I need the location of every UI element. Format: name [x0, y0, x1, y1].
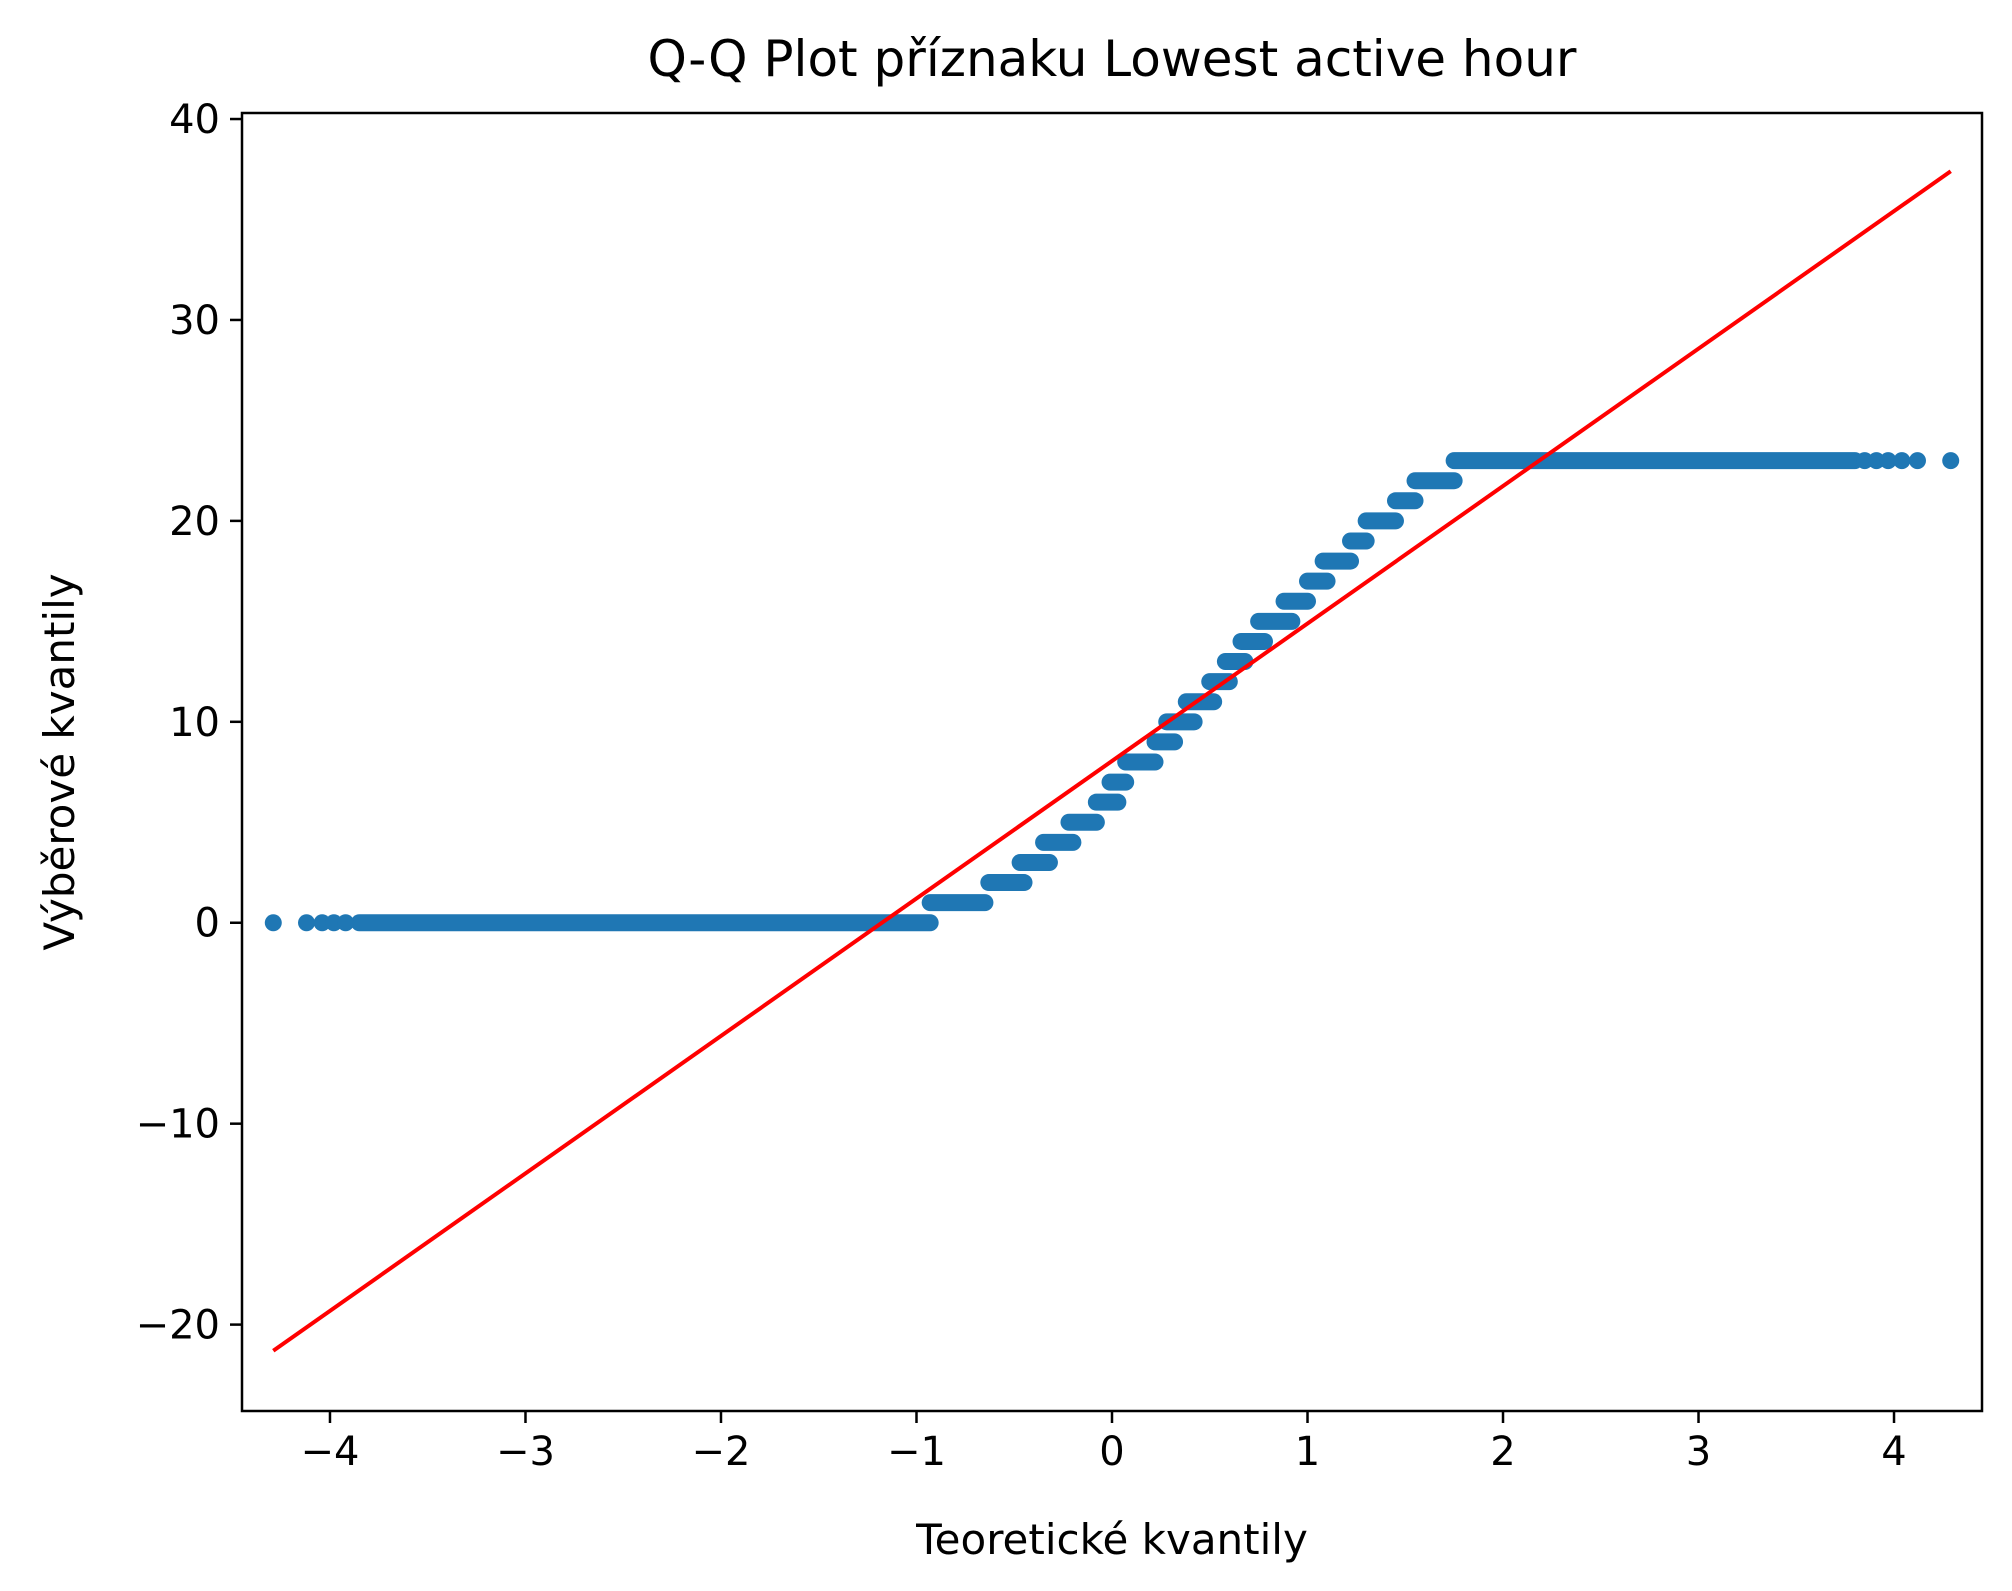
y-tick-label: −10 [136, 1102, 220, 1148]
x-tick-label: 3 [1686, 1429, 1711, 1475]
y-axis-label: Výběrové kvantily [35, 573, 84, 950]
data-point [1942, 452, 1960, 470]
data-point [1856, 452, 1874, 470]
y-tick-label: −20 [136, 1303, 220, 1349]
x-tick-label: 2 [1490, 1429, 1515, 1475]
data-point [1867, 452, 1885, 470]
data-point [337, 914, 355, 932]
x-tick-label: −2 [692, 1429, 751, 1475]
reference-line [272, 169, 1952, 1353]
data-point [1908, 452, 1926, 470]
x-tick-label: 0 [1099, 1429, 1124, 1475]
y-axis: −20 −10 0 10 20 30 40 [136, 97, 242, 1349]
y-tick-label: 10 [169, 700, 220, 746]
x-tick-label: −1 [887, 1429, 946, 1475]
x-tick-label: −4 [300, 1429, 359, 1475]
x-axis: −4 −3 −2 −1 0 1 2 3 4 [300, 1411, 1907, 1475]
y-tick-label: 0 [195, 901, 220, 947]
x-tick-label: −3 [496, 1429, 555, 1475]
y-tick-label: 20 [169, 499, 220, 545]
data-point [1879, 452, 1897, 470]
x-tick-label: 1 [1295, 1429, 1320, 1475]
data-point [325, 914, 343, 932]
data-point [264, 914, 282, 932]
data-point [1893, 452, 1911, 470]
y-tick-label: 40 [169, 97, 220, 143]
data-point [313, 914, 331, 932]
data-point [298, 914, 316, 932]
plot-area [264, 169, 1960, 1353]
x-axis-label: Teoretické kvantily [915, 1515, 1308, 1564]
x-tick-label: 4 [1881, 1429, 1906, 1475]
chart-title: Q-Q Plot příznaku Lowest active hour [648, 30, 1577, 88]
y-tick-label: 30 [169, 298, 220, 344]
